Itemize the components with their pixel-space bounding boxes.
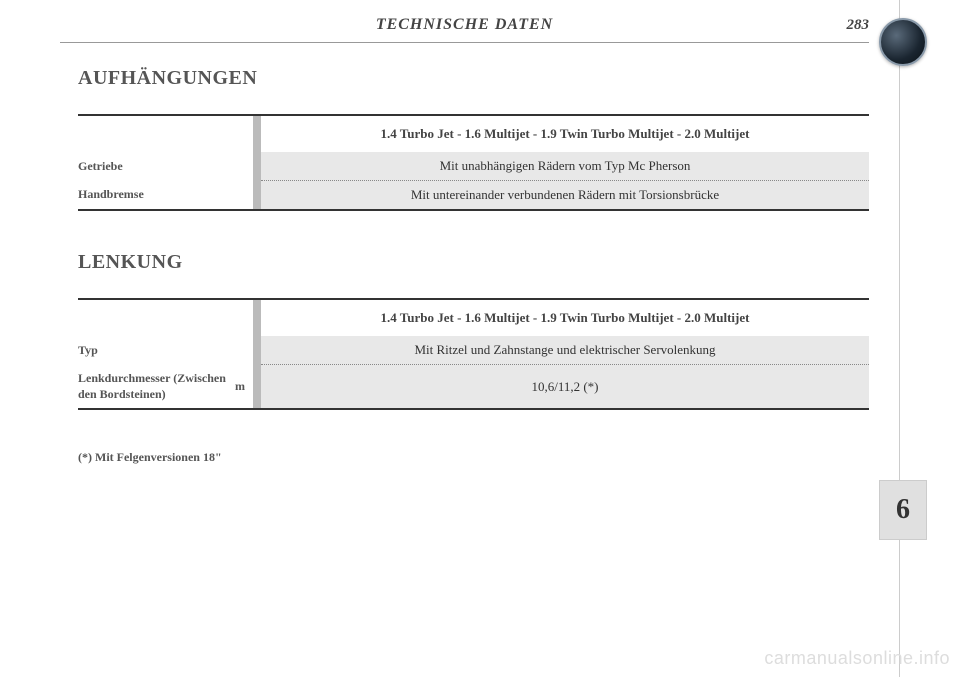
steering-table: 1.4 Turbo Jet - 1.6 Multijet - 1.9 Twin … [78, 298, 869, 410]
manual-page: TECHNISCHE DATEN 283 AUFHÄNGUNGEN 1.4 Tu… [30, 0, 900, 677]
table-vbar [253, 181, 261, 209]
row-value-type: Mit Ritzel und Zahnstange und elektrisch… [261, 336, 869, 365]
page-number: 283 [829, 17, 869, 34]
row-unit-turning: m [227, 379, 245, 394]
row-value-rear: Mit untereinander verbundenen Rädern mit… [261, 181, 869, 209]
section-title-suspension: AUFHÄNGUNGEN [78, 67, 869, 90]
engines-header: 1.4 Turbo Jet - 1.6 Multijet - 1.9 Twin … [261, 300, 869, 336]
row-value-turning: 10,6/11,2 (*) [261, 365, 869, 408]
suspension-table: 1.4 Turbo Jet - 1.6 Multijet - 1.9 Twin … [78, 114, 869, 211]
table-vbar [253, 116, 261, 152]
header-rule [60, 42, 869, 43]
table-row: Handbremse Mit untereinander verbundenen… [78, 181, 869, 209]
chapter-tab: 6 [879, 480, 927, 540]
table-row: Getriebe Mit unabhängigen Rädern vom Typ… [78, 152, 869, 181]
table-vbar [253, 300, 261, 336]
lancia-logo-icon [879, 18, 927, 66]
header-title: TECHNISCHE DATEN [100, 16, 829, 34]
row-label-type: Typ [78, 336, 253, 365]
row-label-turning: Lenkdurchmesser (Zwischen den Bordsteine… [78, 365, 253, 408]
table-vbar [253, 365, 261, 408]
row-label-front: Getriebe [78, 152, 253, 181]
table-vbar [253, 152, 261, 181]
row-value-front: Mit unabhängigen Rädern vom Typ Mc Phers… [261, 152, 869, 181]
table-header-label-blank [78, 116, 253, 152]
engines-header: 1.4 Turbo Jet - 1.6 Multijet - 1.9 Twin … [261, 116, 869, 152]
page-header: TECHNISCHE DATEN 283 [60, 0, 869, 42]
table-vbar [253, 336, 261, 365]
row-label-rear: Handbremse [78, 181, 253, 209]
table-row: Typ Mit Ritzel und Zahnstange und elektr… [78, 336, 869, 365]
table-header-row: 1.4 Turbo Jet - 1.6 Multijet - 1.9 Twin … [78, 116, 869, 152]
table-header-label-blank [78, 300, 253, 336]
section-title-steering: LENKUNG [78, 251, 869, 274]
table-row: Lenkdurchmesser (Zwischen den Bordsteine… [78, 365, 869, 408]
footnote: (*) Mit Felgenversionen 18" [78, 450, 869, 465]
watermark: carmanualsonline.info [764, 648, 950, 669]
table-header-row: 1.4 Turbo Jet - 1.6 Multijet - 1.9 Twin … [78, 300, 869, 336]
